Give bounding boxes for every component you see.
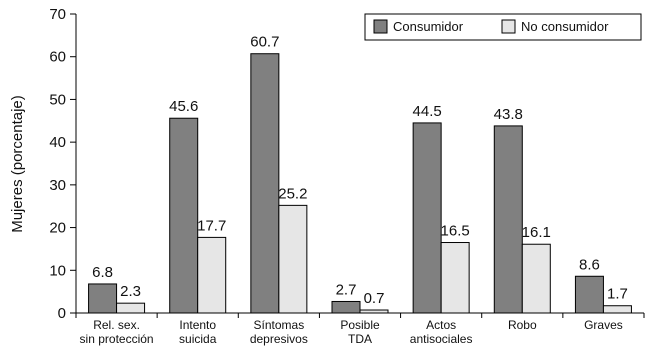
x-axis: Rel. sex. sin protección Intento suicida Sín… [75,312,645,346]
bar-consumidor [412,122,442,314]
bar-consumidor [574,275,604,314]
x-category-label-line: Rel. sex. [93,318,140,332]
bar-consumidor [169,117,199,314]
data-label: 6.8 [92,264,113,281]
x-category-label-line: suicida [179,332,217,346]
x-category-label: Síntomas depresivos [250,318,308,346]
x-category-label-line: Síntomas [254,318,305,332]
x-category-label: Rel. sex. sin protección [80,318,154,346]
data-label: 2.3 [120,283,141,300]
bar-no-consumidor [440,242,470,314]
x-category-label: Actos antisociales [410,318,473,346]
y-tick-label: 60 [49,49,66,66]
data-label: 43.8 [494,106,523,123]
x-category-label-line: sin protección [80,332,154,346]
bar-consumidor [250,53,280,314]
bar-no-consumidor [116,302,146,314]
y-axis: 0 10 20 30 40 50 60 70 [49,6,77,322]
x-category-label: Graves [584,318,623,332]
data-label: 16.5 [441,223,470,240]
bar-consumidor [493,125,523,314]
data-label: 25.2 [278,185,307,202]
bar-no-consumidor [521,243,551,314]
y-tick-label: 70 [49,6,66,23]
y-tick-label: 50 [49,91,66,108]
x-category-label-line: Graves [584,318,623,332]
data-label: 8.6 [579,256,600,273]
x-category-label-line: Intento [179,318,216,332]
y-tick-label: 0 [58,305,66,322]
x-category-label-line: Posible [340,318,380,332]
bar-no-consumidor [602,305,632,314]
y-axis-title: Mujeres (porcentaje) [9,95,26,233]
x-category-label-line: TDA [348,332,372,346]
x-category-label-line: depresivos [250,332,308,346]
y-tick-label: 10 [49,262,66,279]
x-category-label-line: Robo [508,318,537,332]
data-label: 0.7 [364,290,385,307]
data-label: 1.7 [607,286,628,303]
y-tick-label: 20 [49,220,66,237]
data-label: 16.1 [522,224,551,241]
legend-swatch-no-consumidor [501,19,516,34]
data-label: 45.6 [169,98,198,115]
legend-label-no-consumidor: No consumidor [521,19,609,34]
y-tick-label: 30 [49,177,66,194]
y-tick-label: 40 [49,134,66,151]
bar-consumidor [331,300,361,314]
data-label: 2.7 [336,281,357,298]
legend-label-consumidor: Consumidor [393,19,464,34]
x-category-label: Intento suicida [179,318,217,346]
x-category-label-line: Actos [426,318,456,332]
bar-no-consumidor [278,204,308,314]
data-label: 44.5 [413,103,442,120]
x-category-label: Posible TDA [340,318,380,346]
x-category-label-line: antisociales [410,332,473,346]
bars: 6.8 2.3 45.6 17.7 60.7 25.2 2.7 0.7 44.5 16.5 43.8… [88,34,632,314]
bar-consumidor [88,283,118,314]
data-label: 17.7 [197,217,226,234]
legend: Consumidor No consumidor [364,13,642,41]
x-category-label: Robo [508,318,537,332]
legend-swatch-consumidor [373,19,388,34]
bar-no-consumidor [197,236,227,314]
data-label: 60.7 [250,34,279,51]
